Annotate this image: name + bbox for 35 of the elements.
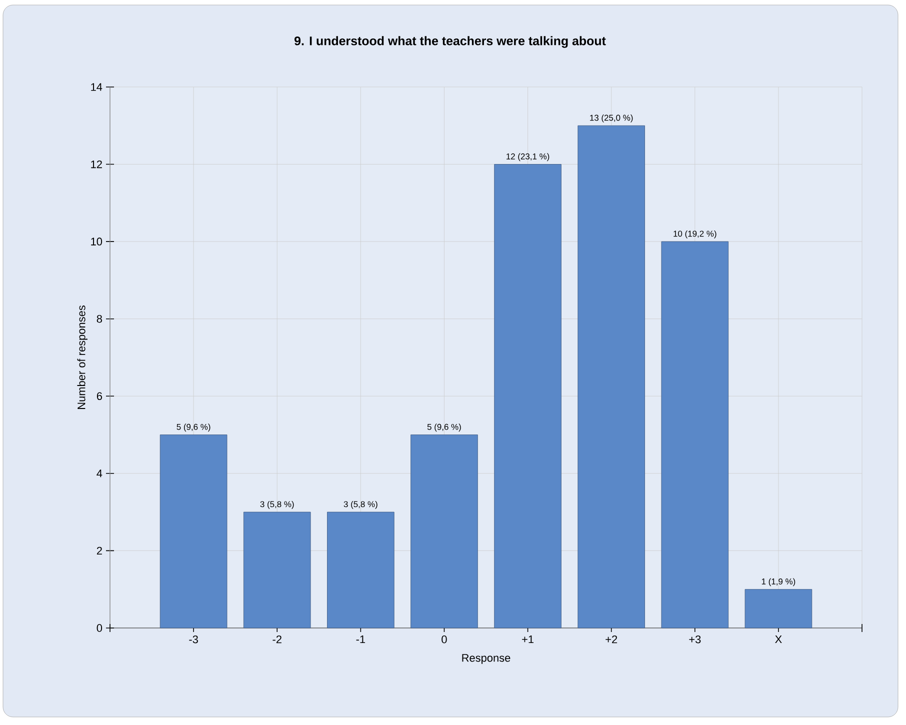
x-tick-label: +1: [522, 636, 534, 644]
x-axis-title: Response: [462, 654, 510, 664]
x-tick-label: -1: [356, 636, 366, 644]
bar: [410, 434, 478, 628]
data-label: 12 (23,1 %): [506, 153, 550, 162]
x-tick-label: -2: [272, 636, 282, 644]
y-tick-label: 4: [96, 470, 102, 478]
x-tick-label: 0: [442, 636, 447, 644]
y-tick-label: 8: [96, 314, 102, 323]
y-tick-label: 0: [96, 624, 102, 632]
chart-title: 9. I understood what the teachers were talking about: [294, 36, 606, 48]
bar: [578, 125, 645, 628]
data-label: 1 (1,9 %): [762, 578, 796, 586]
bar: [327, 512, 394, 628]
bar: [661, 241, 729, 628]
y-tick-label: 10: [91, 238, 102, 246]
data-label: 10 (19,2 %): [674, 230, 716, 238]
data-label: 3 (5,8 %): [344, 500, 378, 509]
bar: [244, 512, 311, 628]
bar: [494, 164, 562, 628]
y-axis-title: Number of responses: [77, 306, 88, 409]
data-label: 5 (9,6 %): [176, 424, 210, 432]
y-tick-label: 12: [91, 160, 102, 168]
bar: [744, 589, 812, 628]
x-tick-label: X: [775, 636, 782, 644]
y-tick-label: 2: [96, 546, 102, 555]
data-label: 5 (9,6 %): [427, 424, 461, 432]
x-tick-label: +2: [606, 636, 618, 644]
data-label: 3 (5,8 %): [260, 500, 294, 509]
x-tick-label: -3: [189, 636, 198, 644]
bar: [160, 434, 228, 628]
y-tick-label: 14: [91, 83, 102, 91]
y-tick-label: 6: [96, 392, 102, 400]
data-label: 13 (25,0 %): [590, 114, 633, 122]
x-tick-label: +3: [689, 636, 701, 644]
